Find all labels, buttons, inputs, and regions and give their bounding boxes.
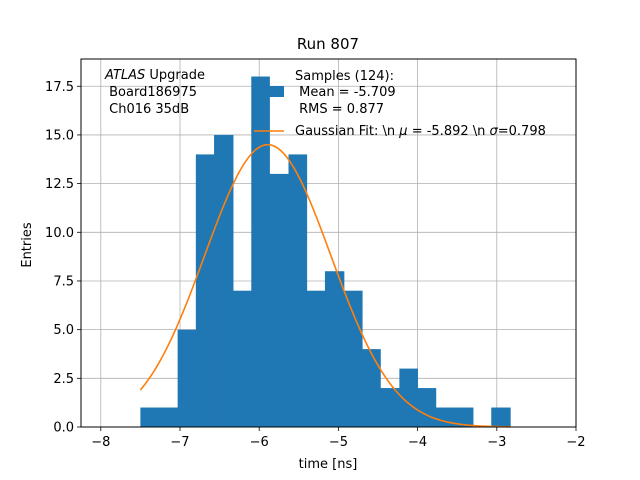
y-tick-label: 17.5: [45, 80, 74, 95]
x-tick-label: −6: [250, 435, 269, 450]
y-tick-label: 10.0: [45, 226, 74, 241]
annotation-upgrade: Upgrade: [145, 68, 205, 83]
histogram-bar: [343, 290, 363, 427]
histogram-bar: [177, 329, 197, 427]
y-tick-label: 0.0: [53, 421, 74, 436]
histogram-bar: [233, 290, 252, 427]
annotation-atlas: ATLAS: [104, 68, 145, 83]
histogram-bar: [214, 134, 234, 427]
gaussian-fit: [139, 143, 511, 428]
y-tick-label: 7.5: [53, 274, 74, 289]
x-tick-label: −4: [408, 435, 427, 450]
x-tick-label: −7: [170, 435, 189, 450]
histogram-bar: [269, 173, 289, 427]
legend-histogram-line-1: Samples (124):: [295, 69, 394, 84]
histogram-bar: [491, 407, 511, 427]
y-tick-label: 5.0: [53, 323, 74, 338]
x-tick-label: −5: [329, 435, 348, 450]
annotation-channel: Ch016 35dB: [105, 102, 189, 117]
legend-fit-label: Gaussian Fit: \n μ = -5.892 \n σ=0.798: [295, 124, 546, 139]
histogram-bar: [306, 290, 326, 427]
histogram-bar: [380, 388, 400, 427]
histogram-bar: [158, 407, 179, 427]
histogram-bar: [324, 271, 345, 427]
histogram-bar: [140, 407, 160, 427]
x-tick-label: −3: [487, 435, 506, 450]
legend-histogram-line-2: Mean = -5.709: [295, 85, 396, 100]
atlas-annotation: ATLAS Upgrade Board186975 Ch016 35dB: [104, 68, 205, 117]
x-axis-ticks: −8 −7 −6 −5 −4 −3 −2: [91, 427, 586, 450]
chart-title: Run 807: [297, 35, 359, 53]
plot-frame: [80, 58, 577, 428]
histogram-bars: [140, 76, 511, 428]
histogram-bar: [454, 407, 474, 427]
legend-histogram-swatch: [254, 86, 284, 97]
legend-histogram-line-3: RMS = 0.877: [295, 102, 384, 117]
histogram-bar: [435, 407, 456, 427]
histogram-bar: [251, 76, 270, 428]
svg-text:ATLAS Upgrade: ATLAS Upgrade: [104, 68, 205, 83]
x-axis-label: time [ns]: [299, 457, 358, 472]
histogram-bar: [195, 154, 215, 427]
y-axis-label: Entries: [20, 222, 35, 268]
histogram-bar: [417, 388, 437, 427]
x-tick-label: −2: [566, 435, 585, 450]
histogram-bar: [399, 368, 418, 427]
legend: Samples (124): Mean = -5.709 RMS = 0.877…: [254, 69, 546, 139]
y-tick-label: 12.5: [45, 177, 74, 192]
histogram-bar: [362, 349, 381, 427]
annotation-board: Board186975: [105, 85, 197, 100]
gaussian-fit-curve: [139, 143, 511, 428]
y-axis-ticks: 0.0 2.5 5.0 7.5 10.0 12.5 15.0 17.5: [45, 80, 81, 436]
y-tick-label: 15.0: [45, 128, 74, 143]
x-tick-label: −8: [91, 435, 110, 450]
histogram-bar: [288, 154, 308, 427]
y-tick-label: 2.5: [53, 372, 74, 387]
